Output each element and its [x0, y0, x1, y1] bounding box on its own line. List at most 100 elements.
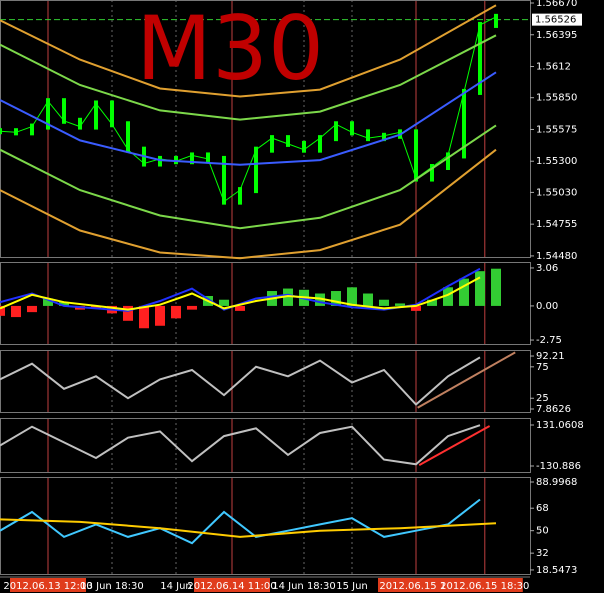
y-tick-label: -130.886	[536, 461, 581, 472]
price-bar	[158, 155, 162, 167]
histogram-bar	[363, 293, 373, 306]
current-price-box	[532, 13, 582, 26]
price-bar	[254, 146, 258, 194]
histogram-bar	[427, 299, 437, 306]
histogram-bar	[443, 287, 453, 306]
current-price-label: 1.56526	[535, 15, 576, 26]
price-bar	[350, 121, 354, 136]
histogram-bar	[139, 305, 149, 329]
y-tick-label: 1.55850	[536, 93, 577, 104]
series-line	[0, 34, 497, 121]
price-bar	[222, 155, 226, 205]
price-bar	[414, 129, 418, 182]
x-tick-label: 14 Jun 18:30	[272, 581, 336, 592]
series-line	[0, 518, 497, 538]
y-tick-label: 1.55030	[536, 187, 577, 198]
y-tick-label: 131.0608	[536, 420, 584, 431]
price-bar	[30, 123, 34, 136]
price-bar	[302, 140, 306, 153]
price-bar	[382, 132, 386, 142]
time-label-highlight	[378, 578, 454, 592]
y-tick-label: 1.55575	[536, 124, 577, 135]
histogram-bar	[27, 305, 37, 313]
x-tick-label: 2012.06.15 18:30	[440, 581, 529, 592]
y-tick-label: 50	[536, 526, 549, 537]
histogram-bar	[11, 305, 21, 318]
histogram-bar	[123, 305, 133, 321]
histogram-bar	[411, 305, 421, 311]
y-tick-label: 32	[536, 548, 549, 559]
series-line	[418, 425, 491, 466]
y-tick-label: 7.8626	[536, 404, 571, 415]
histogram-bar	[187, 305, 197, 310]
x-tick-label: 2012.06.15 10	[379, 581, 452, 592]
histogram-bar	[475, 271, 485, 306]
series-line	[0, 16, 497, 203]
y-tick-label: 1.54480	[536, 251, 577, 262]
series-line	[0, 71, 497, 166]
y-tick-label: 1.5612	[536, 62, 571, 73]
y-tick-label: -2.75	[536, 335, 562, 346]
panel-frame	[0, 477, 531, 575]
price-bar	[94, 100, 98, 130]
series-line	[0, 424, 481, 466]
y-tick-label: 68	[536, 503, 549, 514]
y-tick-label: 75	[536, 362, 549, 373]
histogram-bar	[331, 291, 341, 306]
x-tick-label: 15 Jun	[336, 581, 368, 592]
series-line	[0, 124, 497, 230]
y-tick-label: 3.06	[536, 263, 558, 274]
x-tick-label: 14 Jun	[160, 581, 192, 592]
panel-frame	[0, 262, 531, 345]
histogram-bar	[459, 278, 469, 306]
price-bar	[430, 163, 434, 182]
price-bar	[478, 21, 482, 95]
series-line	[0, 276, 481, 311]
series-line	[417, 351, 516, 409]
histogram-bar	[43, 298, 53, 306]
y-tick-label: 1.56395	[536, 30, 577, 41]
histogram-bar	[91, 305, 101, 309]
price-bar	[270, 135, 274, 153]
panel-frame	[0, 350, 531, 413]
price-bar	[286, 135, 290, 147]
price-bar	[446, 152, 450, 170]
series-line	[0, 148, 497, 260]
time-label-highlight	[10, 578, 86, 592]
histogram-bar	[235, 305, 245, 311]
histogram-bar	[219, 299, 229, 306]
y-tick-label: 92.21	[536, 351, 565, 362]
y-tick-label: 18.5473	[536, 565, 577, 576]
price-bar	[366, 129, 370, 142]
x-tick-label: 2012.06.14 11:00	[187, 581, 276, 592]
histogram-bar	[347, 287, 357, 306]
price-bar	[190, 152, 194, 165]
price-bar	[110, 100, 114, 128]
price-bar	[126, 121, 130, 153]
time-label-highlight	[446, 578, 523, 592]
x-tick-label: 2012.06.13 12:00	[3, 581, 92, 592]
timeframe-title: M30	[136, 0, 324, 100]
price-bar	[206, 152, 210, 162]
price-bar	[318, 135, 322, 153]
y-tick-label: 0.00	[536, 301, 558, 312]
histogram-bar	[315, 293, 325, 306]
series-line	[0, 356, 481, 406]
y-tick-label: 1.56670	[536, 0, 577, 9]
histogram-bar	[283, 288, 293, 306]
price-bar	[46, 98, 50, 130]
series-line	[0, 4, 497, 98]
series-line	[0, 498, 481, 545]
y-tick-label: 1.54755	[536, 219, 577, 230]
price-bar	[78, 117, 82, 130]
histogram-bar	[379, 299, 389, 306]
price-bar	[462, 88, 466, 159]
histogram-bar	[0, 305, 5, 316]
x-tick-label: 13 Jun 18:30	[80, 581, 144, 592]
price-bar	[334, 121, 338, 142]
y-tick-label: 1.55300	[536, 156, 577, 167]
y-tick-label: 88.9968	[536, 477, 577, 488]
histogram-bar	[395, 303, 405, 306]
histogram-bar	[155, 305, 165, 326]
